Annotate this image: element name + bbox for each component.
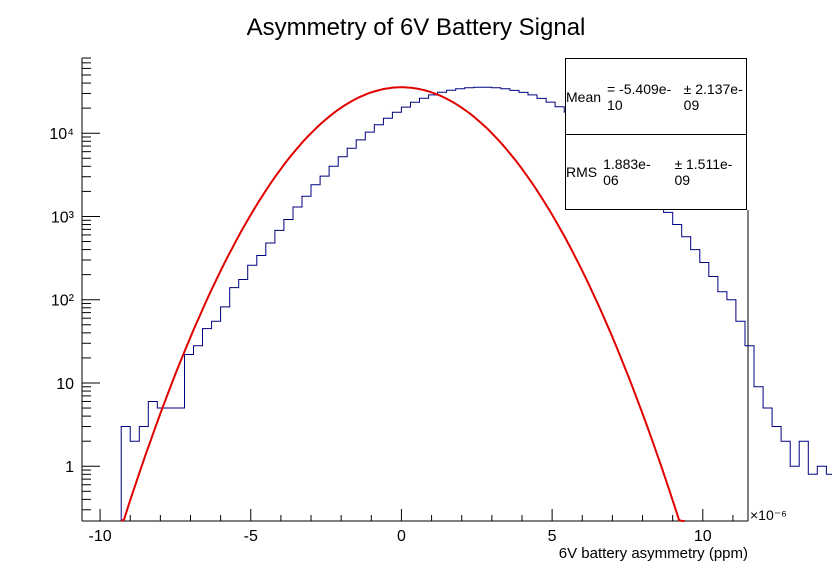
x-axis-multiplier: ×10⁻⁶ (750, 507, 787, 523)
x-tick-label: 5 (548, 528, 557, 545)
x-tick-label: -5 (244, 528, 258, 545)
y-tick-label: 10³ (51, 209, 75, 226)
x-axis: -10 -5 0 5 10 (89, 509, 734, 545)
stats-rms-error: ± 1.511e-09 (674, 156, 733, 188)
histogram-series (120, 86, 832, 521)
stats-rms-row: RMS 1.883e-06 ± 1.511e-09 (566, 134, 746, 209)
gaussian-fit-curve (120, 86, 685, 522)
chart-title: Asymmetry of 6V Battery Signal (246, 14, 586, 41)
x-tick-label: 10 (694, 528, 712, 545)
stats-box: Mean = -5.409e-10 ± 2.137e-09 RMS 1.883e… (565, 58, 747, 210)
stats-rms-label: RMS (566, 164, 598, 180)
y-tick-label: 1 (65, 459, 74, 476)
x-tick-label: 0 (397, 528, 406, 545)
stats-mean-error: ± 2.137e-09 (683, 80, 743, 113)
x-tick-label: -10 (89, 528, 112, 545)
x-axis-label: 6V battery asymmetry (ppm) (559, 545, 748, 562)
stats-rms-value: 1.883e-06 (603, 156, 651, 188)
histogram-bins (120, 86, 832, 521)
y-tick-label: 10⁴ (49, 126, 74, 143)
y-axis: 1 10 10² 10³ 10⁴ (49, 57, 100, 511)
y-tick-label: 10² (51, 293, 75, 310)
plot-frame (81, 58, 749, 522)
y-tick-label: 10 (56, 376, 74, 393)
stats-mean-value: = -5.409e-10 (607, 80, 672, 113)
stats-mean-row: Mean = -5.409e-10 ± 2.137e-09 (566, 59, 746, 134)
stats-mean-label: Mean (566, 88, 602, 105)
gaussian-fit-series (120, 86, 685, 522)
